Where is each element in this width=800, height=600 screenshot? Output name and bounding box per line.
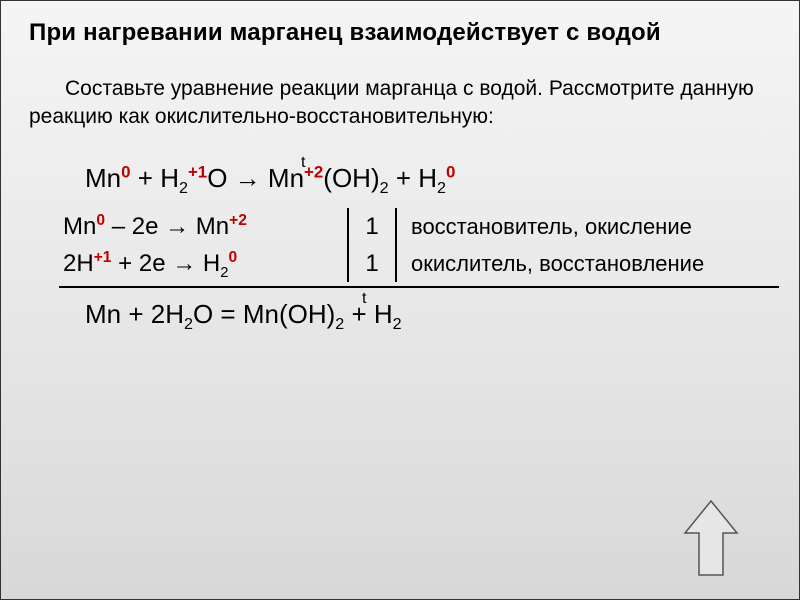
equation-balanced: t Mn + 2H2O = Mn(OH)2 + H2 [85,294,771,336]
electron-coef: 1 [349,208,397,245]
temperature-label-1: t [301,150,305,176]
equation-unbalanced: t Mn0 + H2+1O → Mn+2(OH)2 + H20 [85,158,771,200]
ox-state: +2 [229,212,247,229]
ox-state: +1 [94,249,112,266]
slide: При нагревании марганец взаимодействует … [0,0,800,600]
ox-state: 0 [121,163,130,182]
ox-state: 0 [446,163,455,182]
page-title: При нагревании марганец взаимодействует … [29,19,771,47]
half-reaction-reduction: 2H+1 + 2e → H20 1 окислитель, восстановл… [59,245,779,282]
electron-coef: 1 [349,245,397,282]
ox-state: +1 [188,163,207,182]
up-arrow-icon[interactable] [683,499,739,577]
role-label: восстановитель, окисление [397,210,692,244]
half-reaction-oxidation: Mn0 – 2e → Mn+2 1 восстановитель, окисле… [59,208,779,245]
ox-state: 0 [229,249,238,266]
role-label: окислитель, восстановление [397,247,704,281]
ox-state: 0 [96,212,105,229]
temperature-label-2: t [362,286,366,312]
half-reactions-block: Mn0 – 2e → Mn+2 1 восстановитель, окисле… [59,208,779,288]
task-prompt: Составьте уравнение реакции марганца с в… [29,75,771,130]
ox-state: +2 [304,163,323,182]
